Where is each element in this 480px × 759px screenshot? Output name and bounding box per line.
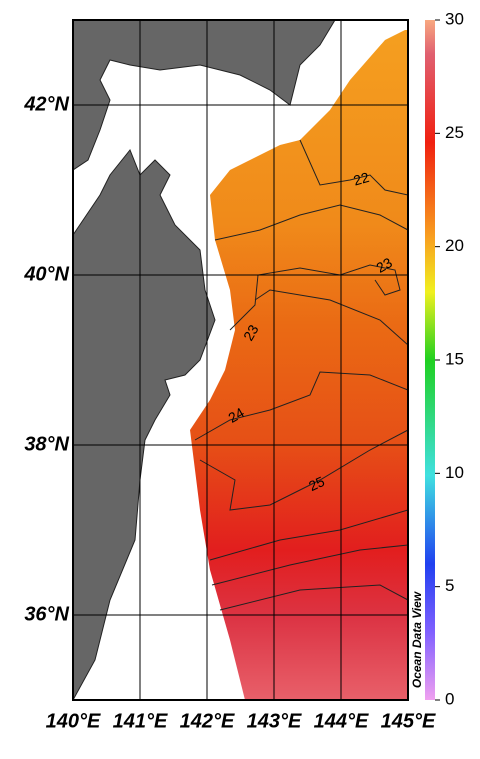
colorbar-tick-label: 0 (445, 689, 454, 708)
contour-label: 25 (306, 473, 327, 494)
colorbar-tick-label: 30 (445, 9, 464, 28)
contour-label: 22 (352, 169, 371, 189)
sea-temperature-field (190, 30, 408, 700)
y-tick-label: 40°N (23, 263, 69, 285)
y-tick-label: 38°N (24, 433, 69, 455)
contours (194, 139, 408, 611)
colorbar-tick-label: 20 (445, 236, 464, 255)
contour-label: 24 (225, 404, 247, 426)
x-tick-label: 140°E (46, 710, 101, 732)
x-tick-label: 141°E (113, 710, 168, 732)
x-tick-label: 142°E (180, 710, 235, 732)
colorbar-tick-label: 5 (445, 576, 454, 595)
colorbar-tick-label: 10 (445, 463, 464, 482)
contour-label: 23 (373, 254, 395, 276)
x-tick-label: 144°E (314, 710, 369, 732)
colorbar-tick-label: 15 (445, 349, 464, 368)
land (73, 20, 336, 171)
grid (73, 20, 408, 700)
watermark: Ocean Data View (410, 591, 424, 688)
x-tick-label: 143°E (247, 710, 302, 732)
y-tick-label: 42°N (23, 93, 69, 115)
x-tick-label: 145°E (381, 710, 436, 732)
y-tick-label: 36°N (24, 603, 69, 625)
map-area (73, 20, 408, 700)
axes: 140°E 141°E 142°E 143°E 144°E 145°E 36°N 38°N 40… (23, 9, 464, 732)
colorbar (425, 20, 435, 700)
map-frame (72, 19, 409, 701)
contour-label: 23 (240, 322, 262, 344)
colorbar-tick-label: 25 (445, 123, 464, 142)
